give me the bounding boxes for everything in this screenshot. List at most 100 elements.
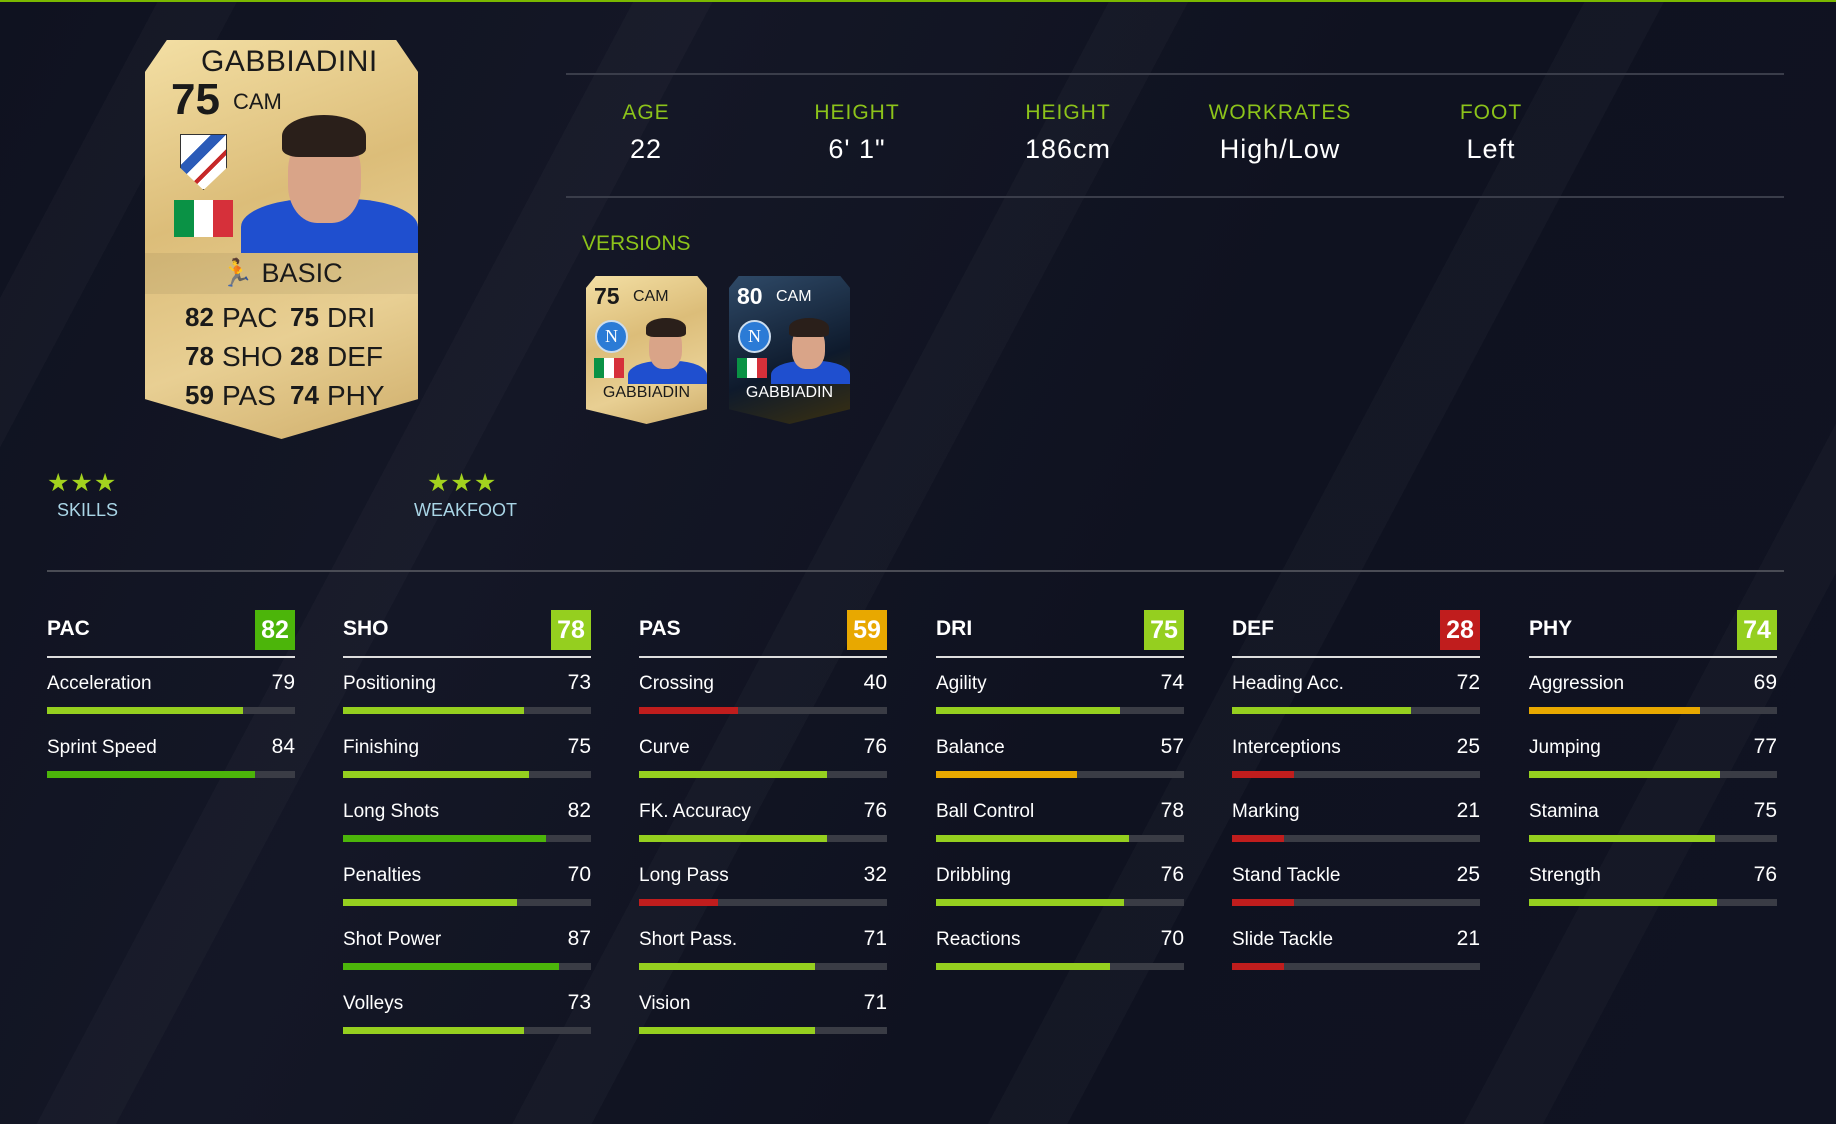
attribute-bar-fill — [1232, 707, 1411, 714]
attribute-row: Short Pass. 71 — [639, 914, 887, 978]
attribute-name: Volleys — [343, 993, 404, 1014]
card-stat-key: DRI — [327, 302, 376, 333]
stat-header: PAS 59 — [639, 610, 887, 658]
version-position: CAM — [633, 288, 669, 305]
attribute-row: Ball Control 78 — [936, 786, 1184, 850]
attribute-name: Marking — [1232, 801, 1300, 822]
info-value: Left — [1466, 134, 1516, 164]
attribute-bar — [639, 899, 887, 906]
attribute-bar — [639, 835, 887, 842]
attribute-bar-fill — [343, 707, 525, 714]
attribute-row: Strength 76 — [1529, 850, 1777, 914]
attribute-name: Reactions — [936, 929, 1021, 950]
attribute-row: Heading Acc. 72 — [1232, 658, 1480, 722]
attribute-bar-fill — [1529, 707, 1701, 714]
attribute-bar-fill — [936, 835, 1130, 842]
card-stat-value: 75 — [290, 302, 319, 332]
attribute-bar — [1232, 707, 1480, 714]
attribute-bar-fill — [1232, 835, 1285, 842]
info-label: HEIGHT — [814, 101, 900, 124]
attribute-row: Curve 76 — [639, 722, 887, 786]
info-height: HEIGHT 186cm — [963, 101, 1173, 165]
stat-column-sho: SHO 78 Positioning 73 Finishing 75 Long Shots 8… — [343, 610, 591, 1042]
player-photo — [771, 309, 850, 384]
stat-column-dri: DRI 75 Agility 74 Balance 57 Ball Control 78 Dri… — [936, 610, 1184, 978]
attribute-value: 76 — [863, 735, 887, 758]
attribute-value: 84 — [271, 735, 295, 758]
info-value: 22 — [629, 134, 663, 164]
info-divider — [566, 73, 1784, 75]
italy-flag-icon — [174, 200, 234, 237]
napoli-crest-icon: N — [595, 320, 628, 353]
attribute-value: 74 — [1160, 671, 1184, 694]
attribute-bar — [639, 1027, 887, 1034]
player-photo — [628, 309, 707, 384]
version-position: CAM — [776, 288, 812, 305]
attribute-name: Ball Control — [936, 801, 1035, 822]
attribute-name: Aggression — [1529, 673, 1625, 694]
category-badge: 74 — [1737, 610, 1777, 650]
attribute-row: Marking 21 — [1232, 786, 1480, 850]
attribute-value: 25 — [1456, 735, 1480, 758]
attribute-value: 71 — [863, 927, 887, 950]
attribute-bar — [343, 963, 591, 970]
attribute-bar-fill — [1529, 771, 1720, 778]
attribute-bar — [1232, 835, 1480, 842]
stat-column-def: DEF 28 Heading Acc. 72 Interceptions 25 Markin… — [1232, 610, 1480, 978]
version-card[interactable]: 80 CAM N GABBIADIN — [729, 276, 850, 424]
skills-label: SKILLS — [57, 500, 119, 520]
attribute-row: Dribbling 76 — [936, 850, 1184, 914]
attribute-bar-fill — [936, 963, 1110, 970]
attribute-bar — [47, 707, 295, 714]
attribute-bar — [343, 899, 591, 906]
attribute-bar — [936, 963, 1184, 970]
player-card: GABBIADINI 75 CAM 🏃 BASIC 82 PAC 75 DRI 78 S… — [145, 40, 418, 439]
attribute-name: Short Pass. — [639, 929, 738, 950]
attribute-bar-fill — [343, 899, 517, 906]
attribute-row: Volleys 73 — [343, 978, 591, 1042]
attribute-bar-fill — [936, 771, 1078, 778]
attribute-name: Heading Acc. — [1232, 673, 1344, 694]
attribute-name: Strength — [1529, 865, 1601, 886]
attribute-bar-fill — [47, 707, 243, 714]
attribute-bar — [1529, 771, 1777, 778]
attribute-row: Penalties 70 — [343, 850, 591, 914]
attribute-name: FK. Accuracy — [639, 801, 751, 822]
attribute-row: Positioning 73 — [343, 658, 591, 722]
attribute-bar — [936, 771, 1184, 778]
stat-header: PHY 74 — [1529, 610, 1777, 658]
info-workrates: WORKRATES High/Low — [1175, 101, 1385, 165]
attribute-row: Agility 74 — [936, 658, 1184, 722]
stat-header: DEF 28 — [1232, 610, 1480, 658]
category-name: DEF — [1232, 617, 1274, 640]
attribute-value: 73 — [567, 991, 591, 1014]
attribute-name: Vision — [639, 993, 691, 1014]
category-badge: 59 — [847, 610, 887, 650]
versions-heading: VERSIONS — [582, 232, 691, 255]
attribute-name: Interceptions — [1232, 737, 1341, 758]
attribute-row: Vision 71 — [639, 978, 887, 1042]
attribute-value: 72 — [1456, 671, 1480, 694]
attribute-name: Curve — [639, 737, 690, 758]
info-value: 6' 1" — [828, 134, 886, 164]
attribute-value: 76 — [1160, 863, 1184, 886]
attribute-name: Agility — [936, 673, 987, 694]
attribute-bar — [1529, 835, 1777, 842]
attribute-value: 32 — [863, 863, 887, 886]
attribute-bar-fill — [343, 835, 547, 842]
attribute-bar-fill — [1529, 835, 1715, 842]
attribute-bar-fill — [639, 1027, 816, 1034]
attribute-row: Stand Tackle 25 — [1232, 850, 1480, 914]
attribute-value: 87 — [567, 927, 591, 950]
club-crest-icon — [180, 134, 227, 190]
attribute-name: Finishing — [343, 737, 420, 758]
version-card[interactable]: 75 CAM N GABBIADIN — [586, 276, 707, 424]
attribute-row: Aggression 69 — [1529, 658, 1777, 722]
info-foot: FOOT Left — [1386, 101, 1596, 165]
attribute-bar-fill — [936, 707, 1120, 714]
category-name: PAC — [47, 617, 90, 640]
card-type: 🏃 BASIC — [145, 253, 418, 294]
attribute-bar — [1232, 899, 1480, 906]
category-name: SHO — [343, 617, 389, 640]
attribute-bar — [639, 963, 887, 970]
